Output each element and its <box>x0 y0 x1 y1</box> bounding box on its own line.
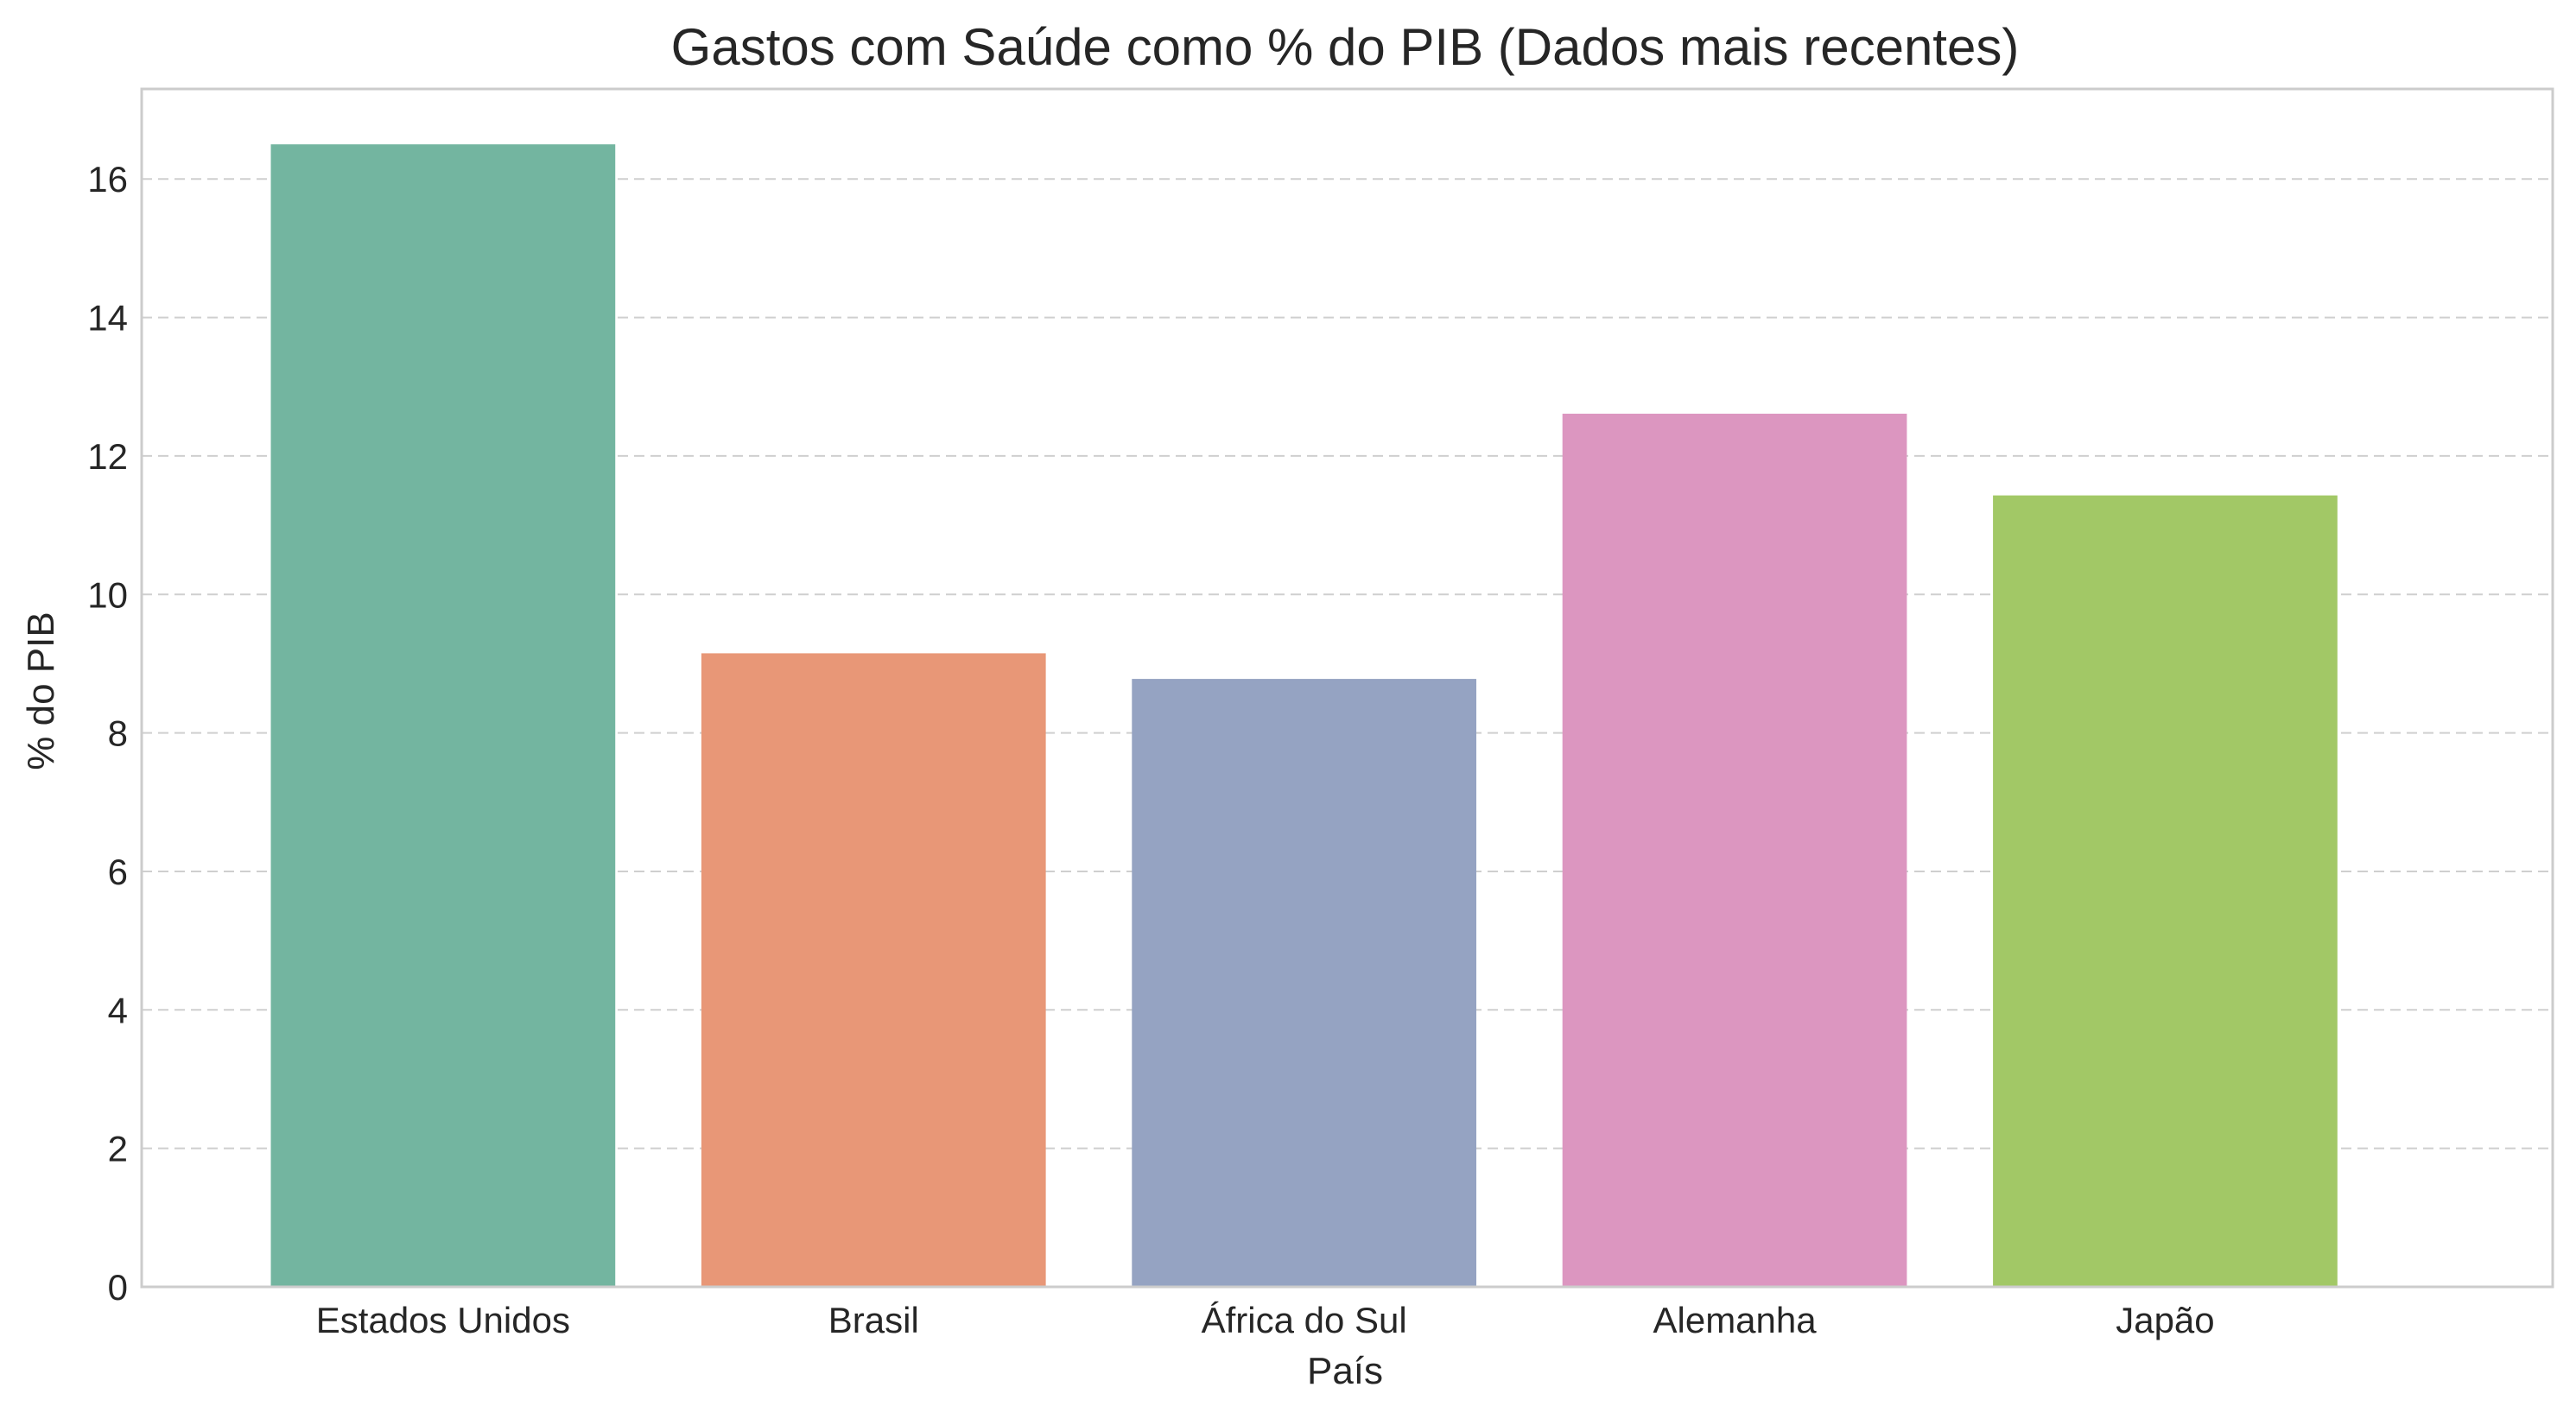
y-tick-label: 0 <box>108 1267 128 1308</box>
x-axis-label: País <box>1307 1350 1383 1392</box>
y-tick-label: 2 <box>108 1129 128 1169</box>
x-tick-label: Alemanha <box>1653 1300 1817 1340</box>
bars <box>270 144 2338 1288</box>
y-axis-label: % do PIB <box>20 611 62 770</box>
y-tick-label: 14 <box>87 298 128 339</box>
y-tick-label: 10 <box>87 574 128 615</box>
chart-title: Gastos com Saúde como % do PIB (Dados ma… <box>671 18 2020 76</box>
y-tick-label: 8 <box>108 713 128 754</box>
x-tick-label: África do Sul <box>1202 1300 1407 1340</box>
bar-4 <box>1562 414 1907 1287</box>
bar-3 <box>1132 679 1477 1287</box>
x-tick-label: Brasil <box>828 1300 919 1340</box>
y-axis-ticks: 0 2 4 6 8 10 12 14 16 <box>87 159 128 1308</box>
x-tick-label: Estados Unidos <box>316 1300 570 1340</box>
x-tick-label: Japão <box>2116 1300 2214 1340</box>
x-axis-ticks: Estados Unidos Brasil África do Sul Alemanh… <box>316 1300 2215 1340</box>
y-tick-label: 6 <box>108 852 128 892</box>
y-tick-label: 4 <box>108 990 128 1030</box>
bar-2 <box>701 653 1046 1287</box>
y-tick-label: 16 <box>87 159 128 200</box>
bar-1 <box>270 144 616 1288</box>
plot-frame <box>140 87 2554 1289</box>
bar-5 <box>1993 495 2338 1287</box>
y-tick-label: 12 <box>87 436 128 477</box>
